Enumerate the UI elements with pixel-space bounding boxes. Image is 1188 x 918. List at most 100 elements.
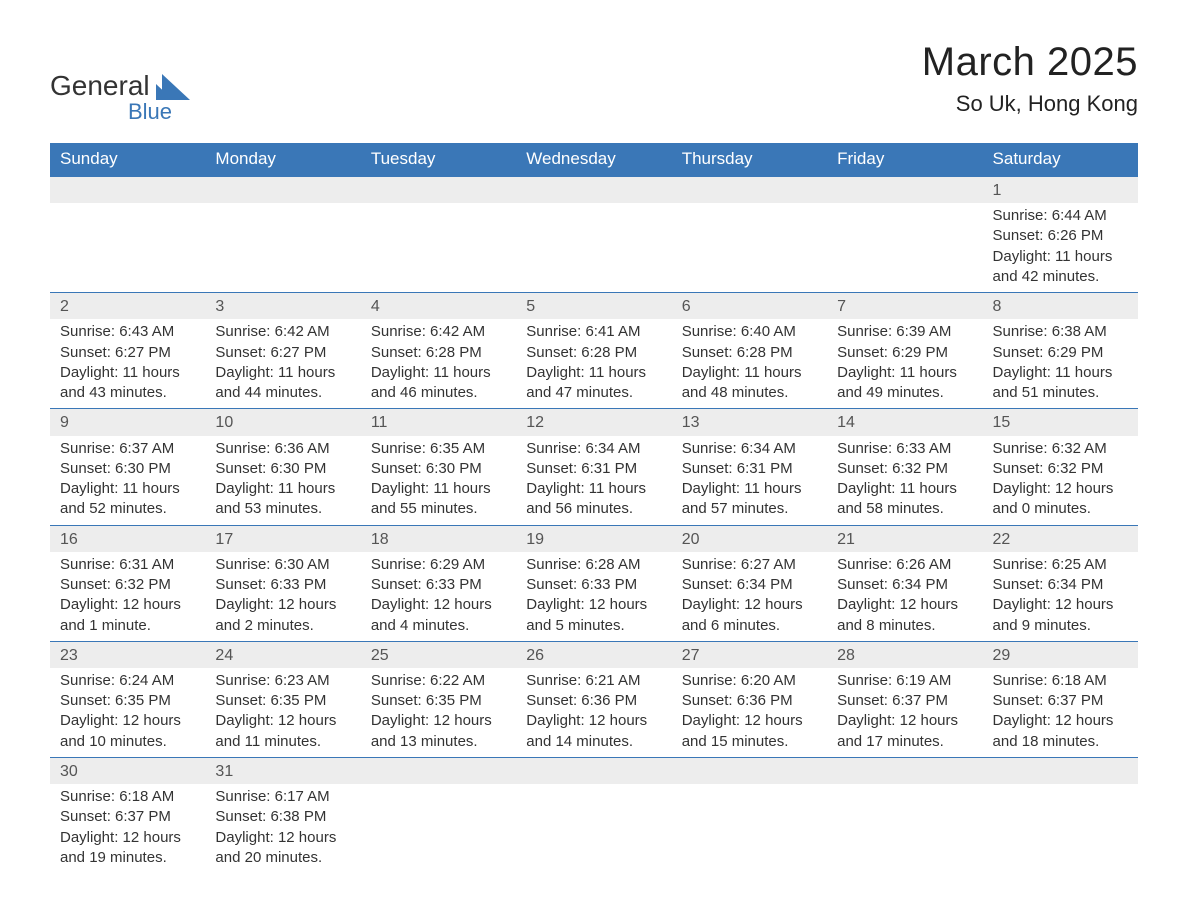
day-data-cell: Sunrise: 6:19 AMSunset: 6:37 PMDaylight:… bbox=[827, 668, 982, 758]
day-number-cell: 22 bbox=[983, 525, 1138, 552]
day-number-cell: 16 bbox=[50, 525, 205, 552]
day-data-cell: Sunrise: 6:36 AMSunset: 6:30 PMDaylight:… bbox=[205, 436, 360, 526]
week-daynum-row: 16171819202122 bbox=[50, 525, 1138, 552]
day-number-cell: 3 bbox=[205, 293, 360, 320]
day-number: 27 bbox=[672, 642, 827, 668]
day-number-cell bbox=[50, 176, 205, 203]
day-number-cell: 20 bbox=[672, 525, 827, 552]
day-data: Sunrise: 6:32 AMSunset: 6:32 PMDaylight:… bbox=[983, 436, 1138, 525]
day-number: 21 bbox=[827, 526, 982, 552]
day-data bbox=[827, 203, 982, 281]
day-data-cell: Sunrise: 6:34 AMSunset: 6:31 PMDaylight:… bbox=[672, 436, 827, 526]
day-number: 26 bbox=[516, 642, 671, 668]
day-data-cell: Sunrise: 6:44 AMSunset: 6:26 PMDaylight:… bbox=[983, 203, 1138, 293]
day-number: 3 bbox=[205, 293, 360, 319]
day-number-cell: 8 bbox=[983, 293, 1138, 320]
day-data: Sunrise: 6:19 AMSunset: 6:37 PMDaylight:… bbox=[827, 668, 982, 757]
day-number bbox=[50, 177, 205, 203]
day-header: Saturday bbox=[983, 143, 1138, 176]
day-number-cell: 14 bbox=[827, 409, 982, 436]
day-data-cell: Sunrise: 6:21 AMSunset: 6:36 PMDaylight:… bbox=[516, 668, 671, 758]
page-title: March 2025 bbox=[922, 40, 1138, 85]
day-number-cell bbox=[516, 176, 671, 203]
day-number: 24 bbox=[205, 642, 360, 668]
day-number bbox=[672, 758, 827, 784]
day-data-cell bbox=[205, 203, 360, 293]
day-data: Sunrise: 6:43 AMSunset: 6:27 PMDaylight:… bbox=[50, 319, 205, 408]
day-data-cell bbox=[50, 203, 205, 293]
day-data-cell: Sunrise: 6:28 AMSunset: 6:33 PMDaylight:… bbox=[516, 552, 671, 642]
day-number: 15 bbox=[983, 409, 1138, 435]
day-data bbox=[205, 203, 360, 281]
day-number-cell: 31 bbox=[205, 757, 360, 784]
day-number: 20 bbox=[672, 526, 827, 552]
day-data-cell: Sunrise: 6:40 AMSunset: 6:28 PMDaylight:… bbox=[672, 319, 827, 409]
day-header-row: SundayMondayTuesdayWednesdayThursdayFrid… bbox=[50, 143, 1138, 176]
day-data-cell: Sunrise: 6:27 AMSunset: 6:34 PMDaylight:… bbox=[672, 552, 827, 642]
day-data-cell: Sunrise: 6:42 AMSunset: 6:27 PMDaylight:… bbox=[205, 319, 360, 409]
day-number: 12 bbox=[516, 409, 671, 435]
day-number bbox=[516, 758, 671, 784]
week-data-row: Sunrise: 6:31 AMSunset: 6:32 PMDaylight:… bbox=[50, 552, 1138, 642]
day-data-cell: Sunrise: 6:31 AMSunset: 6:32 PMDaylight:… bbox=[50, 552, 205, 642]
day-data-cell: Sunrise: 6:25 AMSunset: 6:34 PMDaylight:… bbox=[983, 552, 1138, 642]
day-data-cell bbox=[672, 784, 827, 873]
week-data-row: Sunrise: 6:44 AMSunset: 6:26 PMDaylight:… bbox=[50, 203, 1138, 293]
day-data bbox=[50, 203, 205, 281]
day-number-cell: 25 bbox=[361, 641, 516, 668]
day-number: 23 bbox=[50, 642, 205, 668]
day-number: 13 bbox=[672, 409, 827, 435]
day-data-cell: Sunrise: 6:29 AMSunset: 6:33 PMDaylight:… bbox=[361, 552, 516, 642]
day-data-cell: Sunrise: 6:23 AMSunset: 6:35 PMDaylight:… bbox=[205, 668, 360, 758]
day-data-cell: Sunrise: 6:34 AMSunset: 6:31 PMDaylight:… bbox=[516, 436, 671, 526]
day-number-cell: 18 bbox=[361, 525, 516, 552]
day-number bbox=[516, 177, 671, 203]
day-header: Wednesday bbox=[516, 143, 671, 176]
day-data: Sunrise: 6:39 AMSunset: 6:29 PMDaylight:… bbox=[827, 319, 982, 408]
day-data-cell bbox=[361, 784, 516, 873]
day-data: Sunrise: 6:30 AMSunset: 6:33 PMDaylight:… bbox=[205, 552, 360, 641]
day-number: 31 bbox=[205, 758, 360, 784]
day-data-cell bbox=[983, 784, 1138, 873]
day-number: 11 bbox=[361, 409, 516, 435]
day-number-cell bbox=[827, 757, 982, 784]
day-data: Sunrise: 6:21 AMSunset: 6:36 PMDaylight:… bbox=[516, 668, 671, 757]
day-number bbox=[827, 758, 982, 784]
week-daynum-row: 23242526272829 bbox=[50, 641, 1138, 668]
day-data: Sunrise: 6:36 AMSunset: 6:30 PMDaylight:… bbox=[205, 436, 360, 525]
day-number bbox=[361, 177, 516, 203]
calendar-table: SundayMondayTuesdayWednesdayThursdayFrid… bbox=[50, 143, 1138, 873]
day-number bbox=[672, 177, 827, 203]
day-number: 9 bbox=[50, 409, 205, 435]
day-data: Sunrise: 6:40 AMSunset: 6:28 PMDaylight:… bbox=[672, 319, 827, 408]
day-number-cell: 4 bbox=[361, 293, 516, 320]
day-data: Sunrise: 6:18 AMSunset: 6:37 PMDaylight:… bbox=[983, 668, 1138, 757]
day-number: 22 bbox=[983, 526, 1138, 552]
day-data-cell: Sunrise: 6:32 AMSunset: 6:32 PMDaylight:… bbox=[983, 436, 1138, 526]
day-data bbox=[516, 203, 671, 281]
day-number: 8 bbox=[983, 293, 1138, 319]
day-number-cell: 24 bbox=[205, 641, 360, 668]
day-number-cell: 1 bbox=[983, 176, 1138, 203]
day-number-cell: 23 bbox=[50, 641, 205, 668]
day-data: Sunrise: 6:42 AMSunset: 6:27 PMDaylight:… bbox=[205, 319, 360, 408]
day-number: 5 bbox=[516, 293, 671, 319]
day-data-cell: Sunrise: 6:38 AMSunset: 6:29 PMDaylight:… bbox=[983, 319, 1138, 409]
day-number bbox=[983, 758, 1138, 784]
week-daynum-row: 9101112131415 bbox=[50, 409, 1138, 436]
day-number-cell: 5 bbox=[516, 293, 671, 320]
day-number-cell: 17 bbox=[205, 525, 360, 552]
logo: General Blue bbox=[50, 70, 190, 125]
day-data: Sunrise: 6:28 AMSunset: 6:33 PMDaylight:… bbox=[516, 552, 671, 641]
day-number-cell bbox=[361, 757, 516, 784]
day-number-cell: 15 bbox=[983, 409, 1138, 436]
day-number-cell bbox=[361, 176, 516, 203]
day-data: Sunrise: 6:42 AMSunset: 6:28 PMDaylight:… bbox=[361, 319, 516, 408]
day-data: Sunrise: 6:18 AMSunset: 6:37 PMDaylight:… bbox=[50, 784, 205, 873]
day-data-cell: Sunrise: 6:18 AMSunset: 6:37 PMDaylight:… bbox=[50, 784, 205, 873]
day-number: 18 bbox=[361, 526, 516, 552]
week-daynum-row: 1 bbox=[50, 176, 1138, 203]
day-data bbox=[672, 784, 827, 862]
day-data-cell: Sunrise: 6:26 AMSunset: 6:34 PMDaylight:… bbox=[827, 552, 982, 642]
day-data: Sunrise: 6:41 AMSunset: 6:28 PMDaylight:… bbox=[516, 319, 671, 408]
